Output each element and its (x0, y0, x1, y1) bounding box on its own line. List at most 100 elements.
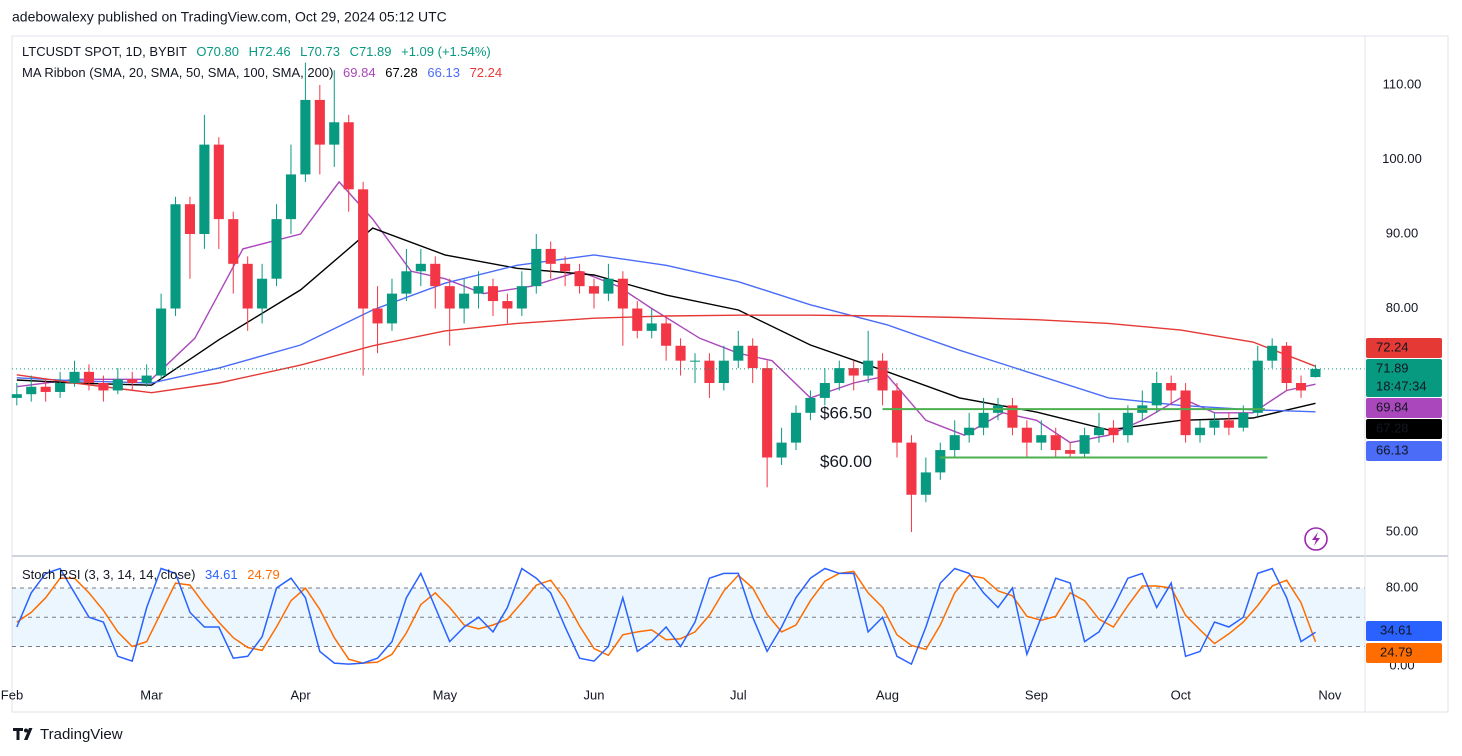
ohlc-open: O70.80 (196, 44, 239, 59)
logo-dot (24, 728, 28, 733)
candle-body (314, 99, 325, 145)
x-tick-label: Sep (1025, 687, 1048, 702)
candle-body (560, 263, 571, 272)
candle-body (949, 435, 960, 451)
candle-body (1079, 435, 1090, 454)
symbol: LTCUSDT SPOT, 1D, BYBIT (22, 44, 187, 59)
candle-body (661, 323, 672, 346)
candle-body (790, 412, 802, 443)
candle-body (1252, 360, 1263, 413)
candle-body (863, 360, 874, 376)
candle-body (1238, 412, 1249, 428)
y-tick-label: 80.00 (1386, 300, 1419, 315)
price-badge-text: 72.24 (1376, 339, 1409, 354)
candle-body (184, 204, 196, 235)
candle-body (718, 360, 729, 384)
icon-bolt (1312, 532, 1320, 546)
candle-body (343, 122, 354, 190)
moving-average (16, 180, 1316, 444)
candle-body (83, 371, 95, 384)
candle-body (1209, 420, 1220, 428)
candle-body (834, 368, 845, 384)
ma-value: 72.24 (470, 65, 503, 80)
stoch-badge-text: 34.61 (1380, 622, 1413, 637)
candle-body (675, 345, 686, 361)
candle-body (516, 286, 527, 309)
candle-body (1295, 383, 1307, 391)
candle-body (415, 263, 426, 272)
x-tick-label: Feb (1, 687, 23, 702)
candle-body (40, 386, 51, 392)
footer-brand: TradingView (40, 726, 123, 743)
publisher: adebowalexy published on TradingView.com… (12, 9, 447, 25)
price-badge (1366, 398, 1442, 418)
candle-body (285, 174, 297, 220)
moving-average (16, 254, 1316, 413)
stoch-badge (1366, 621, 1442, 641)
candle-body (1194, 427, 1206, 436)
frame (11, 35, 1449, 713)
logo-mark (13, 728, 33, 740)
candle-body (502, 301, 513, 309)
axes: FebMarAprMayJunJulAugSepOctNov50.0060.00… (1, 76, 1442, 702)
ma-value: 69.84 (343, 65, 376, 80)
support-label: $60.00 (820, 452, 872, 471)
candle-body (213, 144, 224, 220)
price-badge (1366, 441, 1442, 461)
x-tick-label: Mar (140, 687, 163, 702)
candle-body (531, 248, 542, 287)
candle-body (935, 450, 946, 473)
candle-body (372, 308, 383, 324)
x-tick-label: Nov (1318, 687, 1342, 702)
candle-body (1151, 383, 1162, 406)
price-badge-text: 66.13 (1376, 442, 1409, 457)
ribbon-label: MA Ribbon (SMA, 20, SMA, 50, SMA, 100, S… (22, 65, 333, 80)
countdown: 18:47:34 (1376, 378, 1427, 393)
candle-body (271, 219, 282, 279)
candle-body (358, 189, 369, 309)
footer-logo: TradingView (13, 726, 123, 743)
legend-symbol: LTCUSDT SPOT, 1D, BYBIT O70.80 H72.46 L7… (22, 44, 491, 59)
candle-body (112, 379, 123, 391)
candle-body (69, 371, 80, 384)
ma-value: 66.13 (427, 65, 460, 80)
candle-body (978, 412, 989, 428)
candle-body (920, 472, 931, 495)
candle-body (776, 442, 787, 458)
candle-body (891, 390, 903, 443)
stoch-line (16, 567, 1316, 666)
candle-body (848, 368, 859, 376)
change: +1.09 (+1.54%) (401, 44, 491, 59)
stoch-badge-text: 24.79 (1380, 644, 1413, 659)
candle-body (762, 368, 773, 458)
price-badge (1366, 419, 1442, 439)
stoch-background (12, 587, 1365, 648)
candle-body (127, 379, 138, 384)
candle-body (401, 271, 412, 294)
candle-body (877, 360, 888, 391)
candle-body (242, 263, 253, 309)
legend-stoch: Stoch RSI (3, 3, 14, 14, close) 34.61 24… (22, 567, 280, 582)
candle-body (1036, 435, 1047, 443)
candle-body (1310, 368, 1321, 378)
candle-body (1108, 427, 1119, 436)
stoch-d-value: 24.79 (247, 567, 280, 582)
candle-body (588, 286, 600, 294)
candle-body (199, 144, 210, 235)
candle-body (1166, 383, 1177, 391)
x-tick-label: May (433, 687, 458, 702)
candle-body (1281, 345, 1292, 384)
candle-body (646, 323, 657, 331)
candle-body (487, 286, 499, 302)
candle-body (1007, 405, 1018, 428)
candle-body (156, 308, 167, 376)
x-tick-label: Apr (290, 687, 311, 702)
lightning-icon[interactable] (1304, 527, 1328, 551)
y-tick-label: 80.00 (1386, 579, 1419, 594)
x-tick-label: Oct (1171, 687, 1192, 702)
candle-body (170, 204, 181, 309)
candle-body (329, 122, 340, 145)
candle-body (1050, 435, 1061, 451)
candle-body (689, 360, 701, 362)
